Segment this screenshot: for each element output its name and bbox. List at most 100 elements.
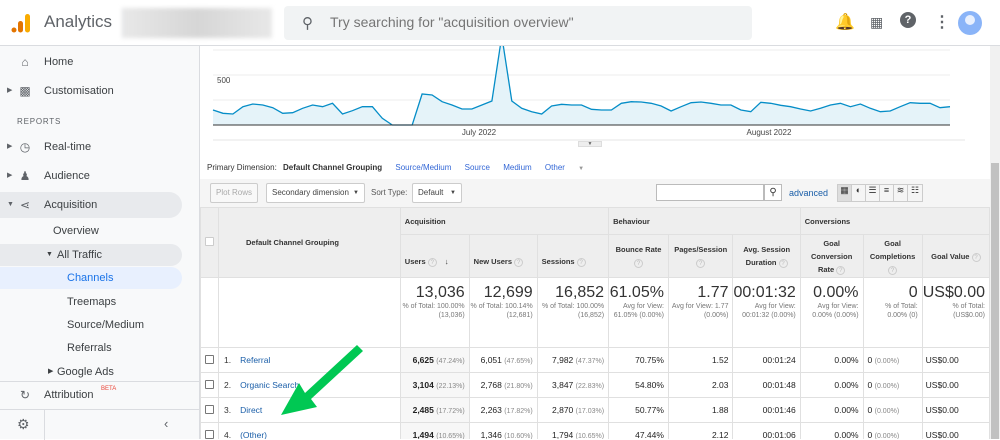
sidebar-item-all-traffic[interactable]: ▼All Traffic (0, 244, 182, 266)
reports-heading: REPORTS (17, 117, 61, 126)
pivot-view-icon[interactable]: ☷ (908, 185, 922, 201)
help-icon[interactable]: ? (888, 266, 897, 275)
account-avatar[interactable] (958, 11, 982, 35)
help-icon[interactable]: ? (696, 259, 705, 268)
help-icon[interactable]: ? (836, 266, 845, 275)
plot-rows-button[interactable]: Plot Rows (210, 183, 258, 203)
sidebar-item-realtime[interactable]: ▶◷Real-time (0, 134, 182, 160)
table-toolbar: Plot Rows Secondary dimension▼ Sort Type… (200, 179, 990, 208)
help-icon[interactable]: ? (428, 258, 437, 267)
column-header[interactable]: Pages/Session ? (668, 235, 733, 278)
sidebar-item-acquisition[interactable]: ▼⋖Acquisition (0, 192, 182, 218)
help-icon[interactable]: ? (972, 253, 981, 262)
comparison-view-icon[interactable]: ≡ (880, 185, 894, 201)
total-cell: 12,699% of Total: 100.14% (12,681) (469, 278, 537, 348)
column-header[interactable]: Goal Value ? (922, 235, 989, 278)
scrollbar-thumb[interactable] (991, 163, 999, 439)
help-icon[interactable]: ? (634, 259, 643, 268)
group-header-acquisition: Acquisition (400, 208, 608, 235)
help-icon[interactable]: ? (779, 259, 788, 268)
data-table-view-icon[interactable]: ▦ (838, 185, 852, 201)
more-vert-icon[interactable]: ⋮ (934, 12, 950, 32)
sort-desc-icon[interactable]: ↓ (445, 257, 449, 266)
beta-badge: BETA (101, 376, 116, 402)
analytics-logo (11, 13, 31, 33)
group-header-behaviour: Behaviour (609, 208, 801, 235)
dimension-header[interactable]: Default Channel Grouping (219, 208, 401, 278)
channel-link[interactable]: (Other) (240, 430, 267, 439)
help-icon[interactable]: ? (514, 258, 523, 267)
acquisition-icon: ⋖ (18, 192, 32, 218)
select-all-checkbox[interactable] (205, 237, 214, 246)
chart-toggle-button[interactable]: ▼ (578, 141, 602, 147)
expand-icon: ▶ (7, 134, 12, 160)
advanced-filter-link[interactable]: advanced (789, 188, 828, 198)
sidebar-item-google-ads[interactable]: ▶Google Ads (0, 361, 182, 383)
chevron-down-icon: ▼ (353, 184, 359, 202)
person-icon: ♟ (18, 163, 32, 189)
sidebar-item-source-medium[interactable]: Source/Medium (0, 314, 182, 336)
column-header[interactable]: Bounce Rate ? (609, 235, 669, 278)
column-header[interactable]: Sessions ? (537, 235, 608, 278)
sidebar-item-audience[interactable]: ▶♟Audience (0, 163, 182, 189)
channel-link[interactable]: Organic Search (240, 380, 299, 390)
search-box[interactable]: ⚲ (284, 6, 752, 40)
x-tick-label: August 2022 (747, 128, 792, 137)
term-cloud-view-icon[interactable]: ≋ (894, 185, 908, 201)
dimension-source[interactable]: Source (465, 163, 490, 172)
sidebar-item-home[interactable]: ⌂Home (0, 49, 182, 75)
sort-type-dropdown[interactable]: Default▼ (412, 183, 462, 203)
pie-view-icon[interactable]: ◐ (852, 185, 866, 201)
sidebar: ⌂Home ▶▩Customisation REPORTS ▶◷Real-tim… (0, 46, 200, 439)
row-checkbox[interactable] (205, 355, 214, 364)
area-fill (213, 46, 950, 125)
sidebar-item-referrals[interactable]: Referrals (0, 337, 182, 359)
secondary-dimension-dropdown[interactable]: Secondary dimension▼ (266, 183, 365, 203)
search-input[interactable] (330, 14, 730, 30)
total-cell: 13,036% of Total: 100.00% (13,036) (400, 278, 469, 348)
column-header[interactable]: Users ? ↓ (400, 235, 469, 278)
dimension-other[interactable]: Other ▼ (545, 163, 595, 172)
channel-link[interactable]: Direct (240, 405, 262, 415)
row-checkbox[interactable] (205, 405, 214, 414)
dimension-medium[interactable]: Medium (503, 163, 531, 172)
column-header[interactable]: Avg. Session Duration ? (733, 235, 800, 278)
sidebar-item-overview[interactable]: Overview (0, 220, 182, 242)
primary-dimension-bar: Primary Dimension: Default Channel Group… (207, 163, 606, 172)
help-icon[interactable]: ? (900, 12, 916, 28)
performance-view-icon[interactable]: ☰ (866, 185, 880, 201)
expand-icon: ▶ (48, 361, 53, 383)
collapse-icon: ▼ (7, 192, 14, 218)
sidebar-item-customisation[interactable]: ▶▩Customisation (0, 78, 182, 104)
column-header[interactable]: Goal Conversion Rate ? (800, 235, 863, 278)
attribution-icon: ↻ (18, 382, 32, 408)
account-selector[interactable] (122, 8, 272, 38)
collapse-sidebar-icon[interactable]: ‹ (164, 416, 168, 431)
notifications-icon[interactable]: 🔔 (835, 12, 855, 32)
group-header-conversions: Conversions (800, 208, 989, 235)
dimension-default-channel-grouping[interactable]: Default Channel Grouping (283, 163, 382, 172)
sort-type-label: Sort Type: (371, 188, 407, 197)
total-cell: US$0.00% of Total: (US$0.00) (922, 278, 989, 348)
channel-link[interactable]: Referral (240, 355, 270, 365)
help-icon[interactable]: ? (577, 258, 586, 267)
settings-icon[interactable]: ⚙ (17, 416, 30, 433)
row-checkbox[interactable] (205, 430, 214, 439)
app-title: Analytics (44, 12, 112, 32)
table-search-button[interactable]: ⚲ (764, 184, 782, 201)
sidebar-footer: ⚙ ‹ (0, 409, 200, 439)
row-checkbox[interactable] (205, 380, 214, 389)
page-scrollbar[interactable] (990, 46, 1000, 439)
dimension-source-medium[interactable]: Source/Medium (395, 163, 451, 172)
sidebar-item-treemaps[interactable]: Treemaps (0, 291, 182, 313)
total-cell: 16,852% of Total: 100.00% (16,852) (537, 278, 608, 348)
sidebar-item-channels[interactable]: Channels (0, 267, 182, 289)
column-header[interactable]: New Users ? (469, 235, 537, 278)
column-header[interactable]: Goal Completions ? (863, 235, 922, 278)
table-filter-input[interactable] (656, 184, 764, 201)
apps-icon[interactable]: ▦ (870, 14, 883, 31)
